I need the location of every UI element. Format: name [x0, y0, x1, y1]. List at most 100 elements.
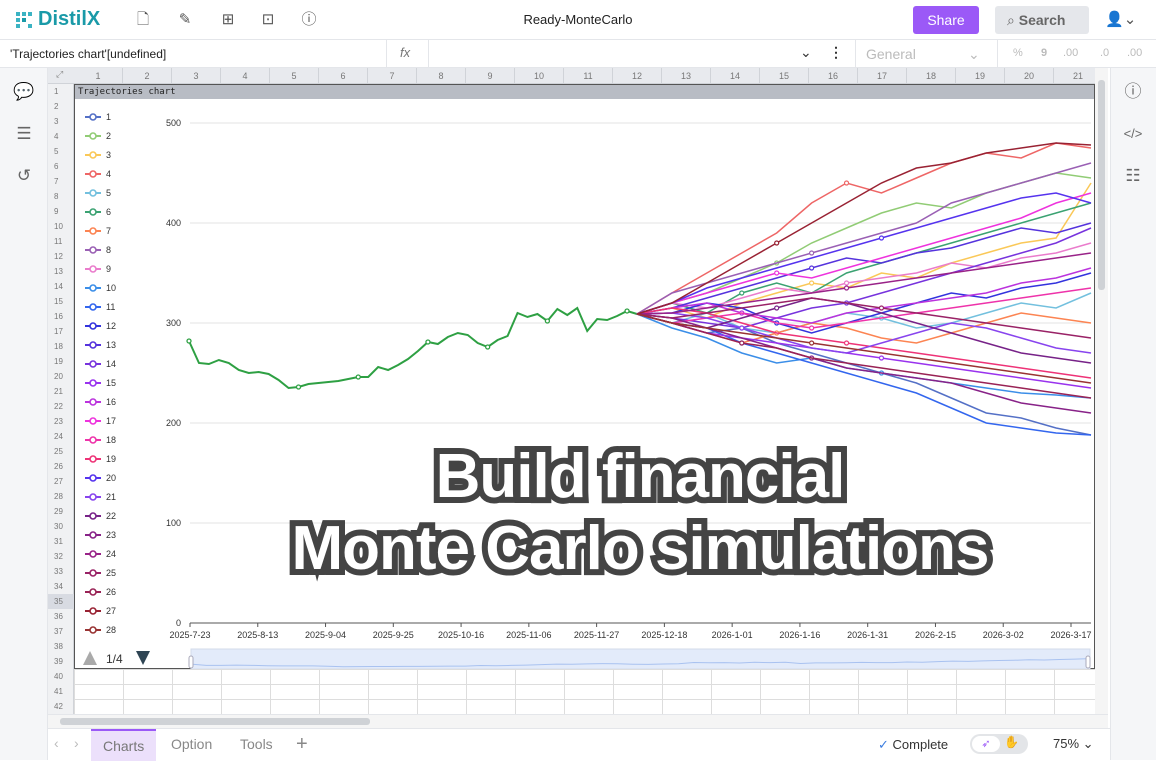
row-header[interactable]: 39 [54, 657, 63, 666]
data-zoom-handle-left[interactable] [188, 655, 194, 669]
horizontal-scroll-thumb[interactable] [60, 718, 370, 725]
format-chevron-icon[interactable]: ⌄ [968, 46, 980, 62]
legend-item[interactable]: 12 [85, 321, 116, 331]
column-header[interactable]: 5 [270, 68, 319, 84]
number-format-select[interactable]: General [866, 46, 916, 62]
row-header[interactable]: 2 [54, 102, 59, 111]
data-zoom-handle-right[interactable] [1085, 655, 1091, 669]
legend-item[interactable]: 6 [85, 207, 111, 217]
legend-item[interactable]: 26 [85, 587, 116, 597]
row-header[interactable]: 40 [54, 672, 63, 681]
row-header[interactable]: 7 [54, 177, 59, 186]
row-header[interactable]: 23 [54, 417, 63, 426]
row-header[interactable]: 29 [54, 507, 63, 516]
row-header[interactable]: 42 [54, 702, 63, 711]
row-header[interactable]: 15 [54, 297, 63, 306]
legend-item[interactable]: 25 [85, 568, 116, 578]
row-header[interactable]: 12 [54, 252, 63, 261]
column-header[interactable]: 2 [123, 68, 172, 84]
row-header[interactable]: 1 [54, 87, 59, 96]
comment-icon[interactable]: 💬 [13, 82, 35, 101]
logo[interactable]: DistilX [16, 8, 100, 31]
column-header[interactable]: 13 [662, 68, 711, 84]
row-header[interactable]: 30 [54, 522, 63, 531]
info-icon[interactable]: ⓘ [1124, 82, 1142, 101]
column-header[interactable]: 8 [417, 68, 466, 84]
row-header[interactable]: 25 [54, 447, 63, 456]
row-header[interactable]: 26 [54, 462, 63, 471]
column-header[interactable]: 16 [809, 68, 858, 84]
add-box-icon[interactable]: ⊡ [261, 11, 275, 28]
chart-container[interactable]: Trajectories chart 0 100 200 300 400 500 2025-… [74, 84, 1095, 669]
column-header[interactable]: 18 [907, 68, 956, 84]
column-header[interactable]: 4 [221, 68, 270, 84]
file-icon[interactable]: 🗋 [136, 11, 150, 28]
row-header[interactable]: 36 [54, 612, 63, 621]
tab-tools[interactable]: Tools [240, 736, 273, 752]
column-header[interactable]: 20 [1005, 68, 1054, 84]
legend-next-icon[interactable] [136, 651, 150, 665]
row-header[interactable]: 28 [54, 492, 63, 501]
legend-item[interactable]: 21 [85, 492, 116, 502]
legend-item[interactable]: 5 [85, 188, 111, 198]
row-header[interactable]: 34 [54, 582, 63, 591]
row-header[interactable]: 5 [54, 147, 59, 156]
help-icon[interactable]: ⓘ [301, 11, 317, 28]
percent-button[interactable]: % [1013, 47, 1023, 59]
row-header[interactable]: 33 [54, 567, 63, 576]
row-header[interactable]: 38 [54, 642, 63, 651]
legend-item[interactable]: 17 [85, 416, 116, 426]
legend-item[interactable]: 8 [85, 245, 111, 255]
tab-option[interactable]: Option [171, 736, 213, 752]
edit-icon[interactable]: ✎ [178, 11, 192, 28]
settings-sliders-icon[interactable]: ☷ [1125, 166, 1141, 185]
list-icon[interactable]: ☰ [16, 124, 32, 143]
legend-item[interactable]: 19 [85, 454, 116, 464]
add-sheet-button[interactable]: + [296, 733, 308, 755]
row-header[interactable]: 6 [54, 162, 59, 171]
legend-item[interactable]: 3 [85, 150, 111, 160]
column-header[interactable]: 10 [515, 68, 564, 84]
row-header[interactable]: 27 [54, 477, 63, 486]
select-cursor-icon[interactable]: ➶ [972, 736, 1000, 752]
hand-icon[interactable]: ✋ [1004, 735, 1019, 749]
column-header[interactable]: 7 [368, 68, 417, 84]
comma-button[interactable]: 9 [1041, 47, 1048, 59]
legend-item[interactable]: 4 [85, 169, 111, 179]
legend-item[interactable]: 14 [85, 359, 116, 369]
row-header[interactable]: 14 [54, 282, 63, 291]
row-header[interactable]: 3 [54, 117, 59, 126]
vertical-scrollbar[interactable] [1095, 68, 1108, 714]
zoom-select[interactable]: 75% ⌄ [1053, 736, 1094, 752]
legend-item[interactable]: 7 [85, 226, 111, 236]
row-header[interactable]: 16 [54, 312, 63, 321]
legend-item[interactable]: 23 [85, 530, 116, 540]
row-header[interactable]: 19 [54, 357, 63, 366]
cell-grid[interactable] [74, 669, 1095, 714]
row-header[interactable]: 37 [54, 627, 63, 636]
row-header[interactable]: 41 [54, 687, 63, 696]
row-header[interactable]: 32 [54, 552, 63, 561]
legend-item[interactable]: 28 [85, 625, 116, 635]
legend-item[interactable]: 24 [85, 549, 116, 559]
row-header[interactable]: 10 [54, 222, 63, 231]
column-header[interactable]: 9 [466, 68, 515, 84]
code-icon[interactable]: </> [1123, 126, 1143, 141]
fx-icon[interactable]: fx [400, 45, 411, 60]
history-icon[interactable]: ↺ [16, 166, 32, 185]
column-header[interactable]: 14 [711, 68, 760, 84]
row-header[interactable]: 35 [48, 594, 74, 609]
column-header[interactable]: 19 [956, 68, 1005, 84]
formula-input[interactable] [432, 44, 792, 64]
column-header[interactable]: 3 [172, 68, 221, 84]
legend-item[interactable]: 22 [85, 511, 116, 521]
legend-item[interactable]: 15 [85, 378, 116, 388]
column-header[interactable]: 1 [74, 68, 123, 84]
legend-item[interactable]: 1 [85, 112, 111, 122]
vertical-scroll-thumb[interactable] [1098, 80, 1105, 290]
user-menu[interactable]: 👤⌄ [1105, 10, 1136, 28]
legend-item[interactable]: 2 [85, 131, 111, 141]
row-header[interactable]: 13 [54, 267, 63, 276]
legend-item[interactable]: 20 [85, 473, 116, 483]
legend-item[interactable]: 16 [85, 397, 116, 407]
